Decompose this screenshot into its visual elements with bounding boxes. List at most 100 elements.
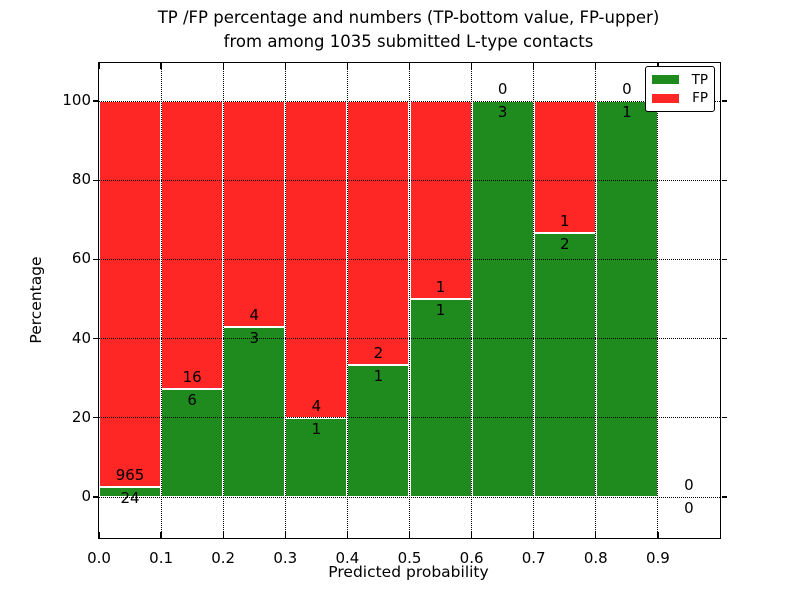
bar-count-tp: 1 (622, 103, 632, 121)
bar-count-tp: 1 (435, 301, 446, 319)
x-tick-bottom (470, 532, 473, 538)
x-gridline (284, 63, 286, 538)
x-axis-label: Predicted probability (328, 563, 489, 581)
bar-count-fp: 965 (115, 466, 145, 485)
x-tick-top (98, 63, 100, 69)
y-tick-label: 20 (71, 407, 91, 426)
bar-segment-fp (347, 101, 410, 365)
y-tick-left (92, 417, 98, 419)
legend-entry-fp: FP (652, 90, 708, 106)
bar-segment-tp (471, 101, 534, 497)
x-tick-label: 0.4 (335, 549, 360, 567)
x-gridline (595, 63, 597, 538)
legend-label-tp: TP (691, 71, 708, 88)
y-tick-right (721, 337, 727, 340)
bar-segment-fp (533, 101, 596, 233)
bar-count-tp: 1 (373, 367, 384, 385)
y-tick-left (92, 258, 98, 261)
x-tick-bottom (595, 532, 597, 538)
bar-count-tp: 0 (684, 499, 694, 517)
chart-title: TP /FP percentage and numbers (TP-bottom… (98, 6, 719, 54)
bar-count-tp: 3 (249, 329, 259, 348)
y-tick-label: 80 (71, 170, 91, 189)
bar-segment-tp (223, 327, 286, 497)
x-tick-top (470, 63, 473, 69)
bar-segment-fp (99, 101, 162, 488)
x-tick-bottom (533, 532, 535, 538)
bar-segment-tp (161, 389, 224, 497)
x-tick-label: 0.2 (211, 549, 236, 567)
x-gridline (471, 63, 473, 538)
x-gridline (409, 63, 410, 538)
bar-segment-tp (409, 299, 472, 497)
chart-title-line2: from among 1035 submitted L-type contact… (223, 32, 594, 51)
x-tick-top (160, 63, 162, 69)
x-tick-top (408, 63, 411, 69)
x-gridline (346, 63, 348, 538)
y-tick-right (721, 417, 727, 419)
x-tick-bottom (657, 532, 659, 538)
x-tick-top (595, 63, 597, 69)
legend: TP FP (645, 66, 715, 112)
x-tick-top (533, 63, 535, 69)
y-tick-left (92, 100, 98, 102)
legend-label-fp: FP (692, 90, 708, 107)
y-tick-label: 60 (71, 249, 91, 268)
bar-count-tp: 6 (187, 391, 197, 409)
y-tick-right (721, 179, 727, 181)
legend-entry-tp: TP (652, 72, 708, 88)
x-tick-label: 0.9 (645, 549, 670, 567)
bar-count-tp: 24 (120, 489, 140, 508)
bar-segment-fp (409, 101, 472, 299)
bar-count-tp: 3 (497, 103, 508, 121)
y-tick-label: 0 (81, 487, 91, 505)
bar-segment-fp (161, 101, 224, 389)
x-tick-bottom (98, 532, 100, 538)
x-tick-bottom (222, 532, 224, 538)
bar-segment-tp (595, 101, 658, 497)
x-tick-top (222, 63, 224, 69)
x-tick-bottom (408, 532, 411, 538)
bar-count-fp: 1 (559, 212, 570, 230)
x-gridline (533, 63, 535, 538)
bar-segment-fp (223, 101, 286, 328)
x-gridline (222, 63, 224, 538)
x-tick-top (284, 63, 286, 69)
y-tick-right (721, 258, 727, 261)
x-tick-label: 0.0 (87, 549, 111, 567)
bar-count-fp: 0 (622, 80, 632, 98)
x-tick-label: 0.6 (459, 549, 484, 567)
bar-count-fp: 4 (249, 306, 259, 325)
plot-area: TP FP 965 24 16 6 4 3 4 1 2 1 1 1 0 3 1 2 0 1 0 0 0 20 40 60 80 1… (62, 62, 727, 567)
y-tick-label: 40 (71, 328, 91, 347)
bar-segment-tp (285, 417, 348, 497)
x-tick-label: 0.7 (521, 549, 546, 567)
x-tick-top (346, 63, 349, 69)
y-tick-left (92, 337, 98, 340)
x-tick-label: 0.8 (583, 549, 608, 567)
bar-segment-tp (533, 233, 596, 497)
y-tick-left (92, 496, 98, 498)
x-tick-label: 0.5 (397, 549, 422, 567)
bar-count-tp: 2 (559, 235, 570, 253)
bar-count-fp: 16 (182, 368, 202, 386)
legend-swatch-tp (652, 74, 679, 85)
x-tick-bottom (284, 532, 286, 538)
legend-swatch-fp (652, 93, 679, 104)
bar-count-fp: 2 (373, 344, 384, 362)
x-tick-bottom (160, 532, 162, 538)
y-tick-right (721, 100, 727, 102)
bar-count-fp: 0 (497, 80, 508, 98)
x-gridline (657, 63, 659, 538)
x-tick-label: 0.1 (149, 549, 174, 567)
y-tick-left (92, 179, 98, 181)
y-tick-label: 100 (62, 91, 91, 109)
bar-count-tp: 1 (311, 419, 322, 438)
bar-count-fp: 1 (435, 278, 446, 296)
bar-count-fp: 0 (684, 476, 694, 494)
x-tick-label: 0.3 (273, 549, 298, 567)
x-tick-bottom (346, 532, 349, 538)
y-tick-right (721, 496, 727, 498)
x-gridline (160, 63, 162, 538)
